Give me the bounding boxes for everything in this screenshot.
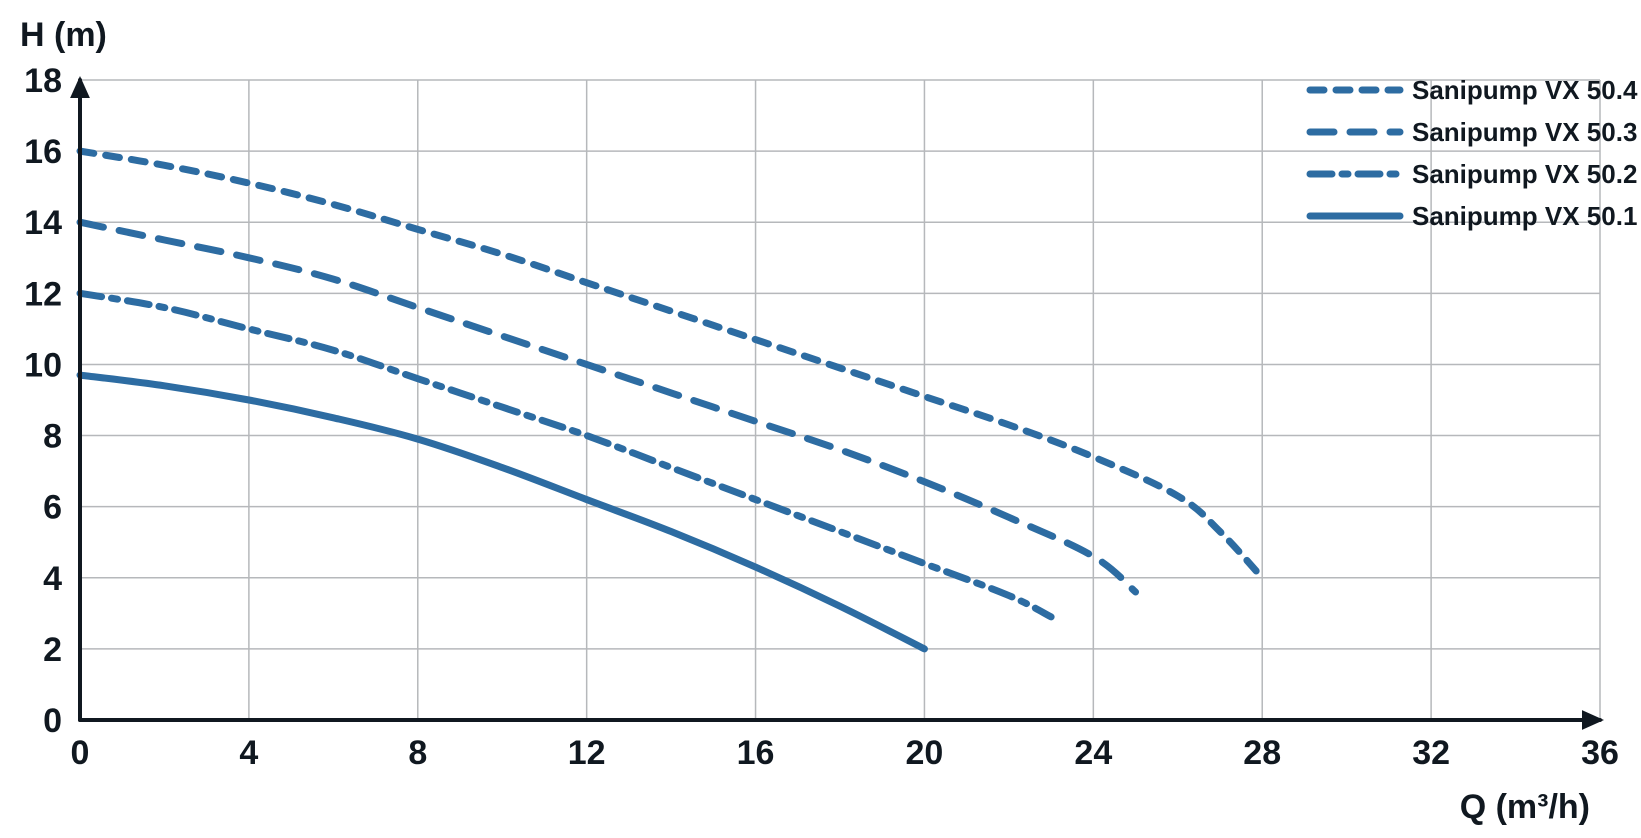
y-axis-title: H (m) [20, 16, 107, 54]
legend-label: Sanipump VX 50.1 [1412, 201, 1637, 231]
chart-svg: 04812162024283236024681012141618H (m)Q (… [0, 0, 1641, 838]
pump-curve-chart: 04812162024283236024681012141618H (m)Q (… [0, 0, 1641, 838]
y-tick-label: 14 [24, 204, 62, 242]
x-tick-label: 16 [737, 734, 775, 772]
x-tick-label: 8 [408, 734, 427, 772]
x-tick-label: 32 [1412, 734, 1450, 772]
y-tick-label: 6 [43, 489, 62, 527]
legend-label: Sanipump VX 50.3 [1412, 117, 1637, 147]
y-tick-label: 8 [43, 418, 62, 456]
y-tick-label: 10 [24, 346, 62, 384]
x-tick-label: 24 [1074, 734, 1112, 772]
y-tick-label: 0 [43, 702, 62, 740]
y-tick-label: 12 [24, 275, 62, 313]
x-tick-label: 28 [1243, 734, 1281, 772]
x-tick-label: 20 [906, 734, 944, 772]
legend-label: Sanipump VX 50.2 [1412, 159, 1637, 189]
y-tick-label: 18 [24, 62, 62, 100]
x-tick-label: 12 [568, 734, 606, 772]
y-tick-label: 16 [24, 133, 62, 171]
x-tick-label: 36 [1581, 734, 1619, 772]
x-axis-title: Q (m³/h) [1460, 788, 1590, 826]
x-tick-label: 0 [71, 734, 90, 772]
x-tick-label: 4 [239, 734, 258, 772]
y-tick-label: 4 [43, 560, 62, 598]
legend-label: Sanipump VX 50.4 [1412, 75, 1638, 105]
y-tick-label: 2 [43, 631, 62, 669]
